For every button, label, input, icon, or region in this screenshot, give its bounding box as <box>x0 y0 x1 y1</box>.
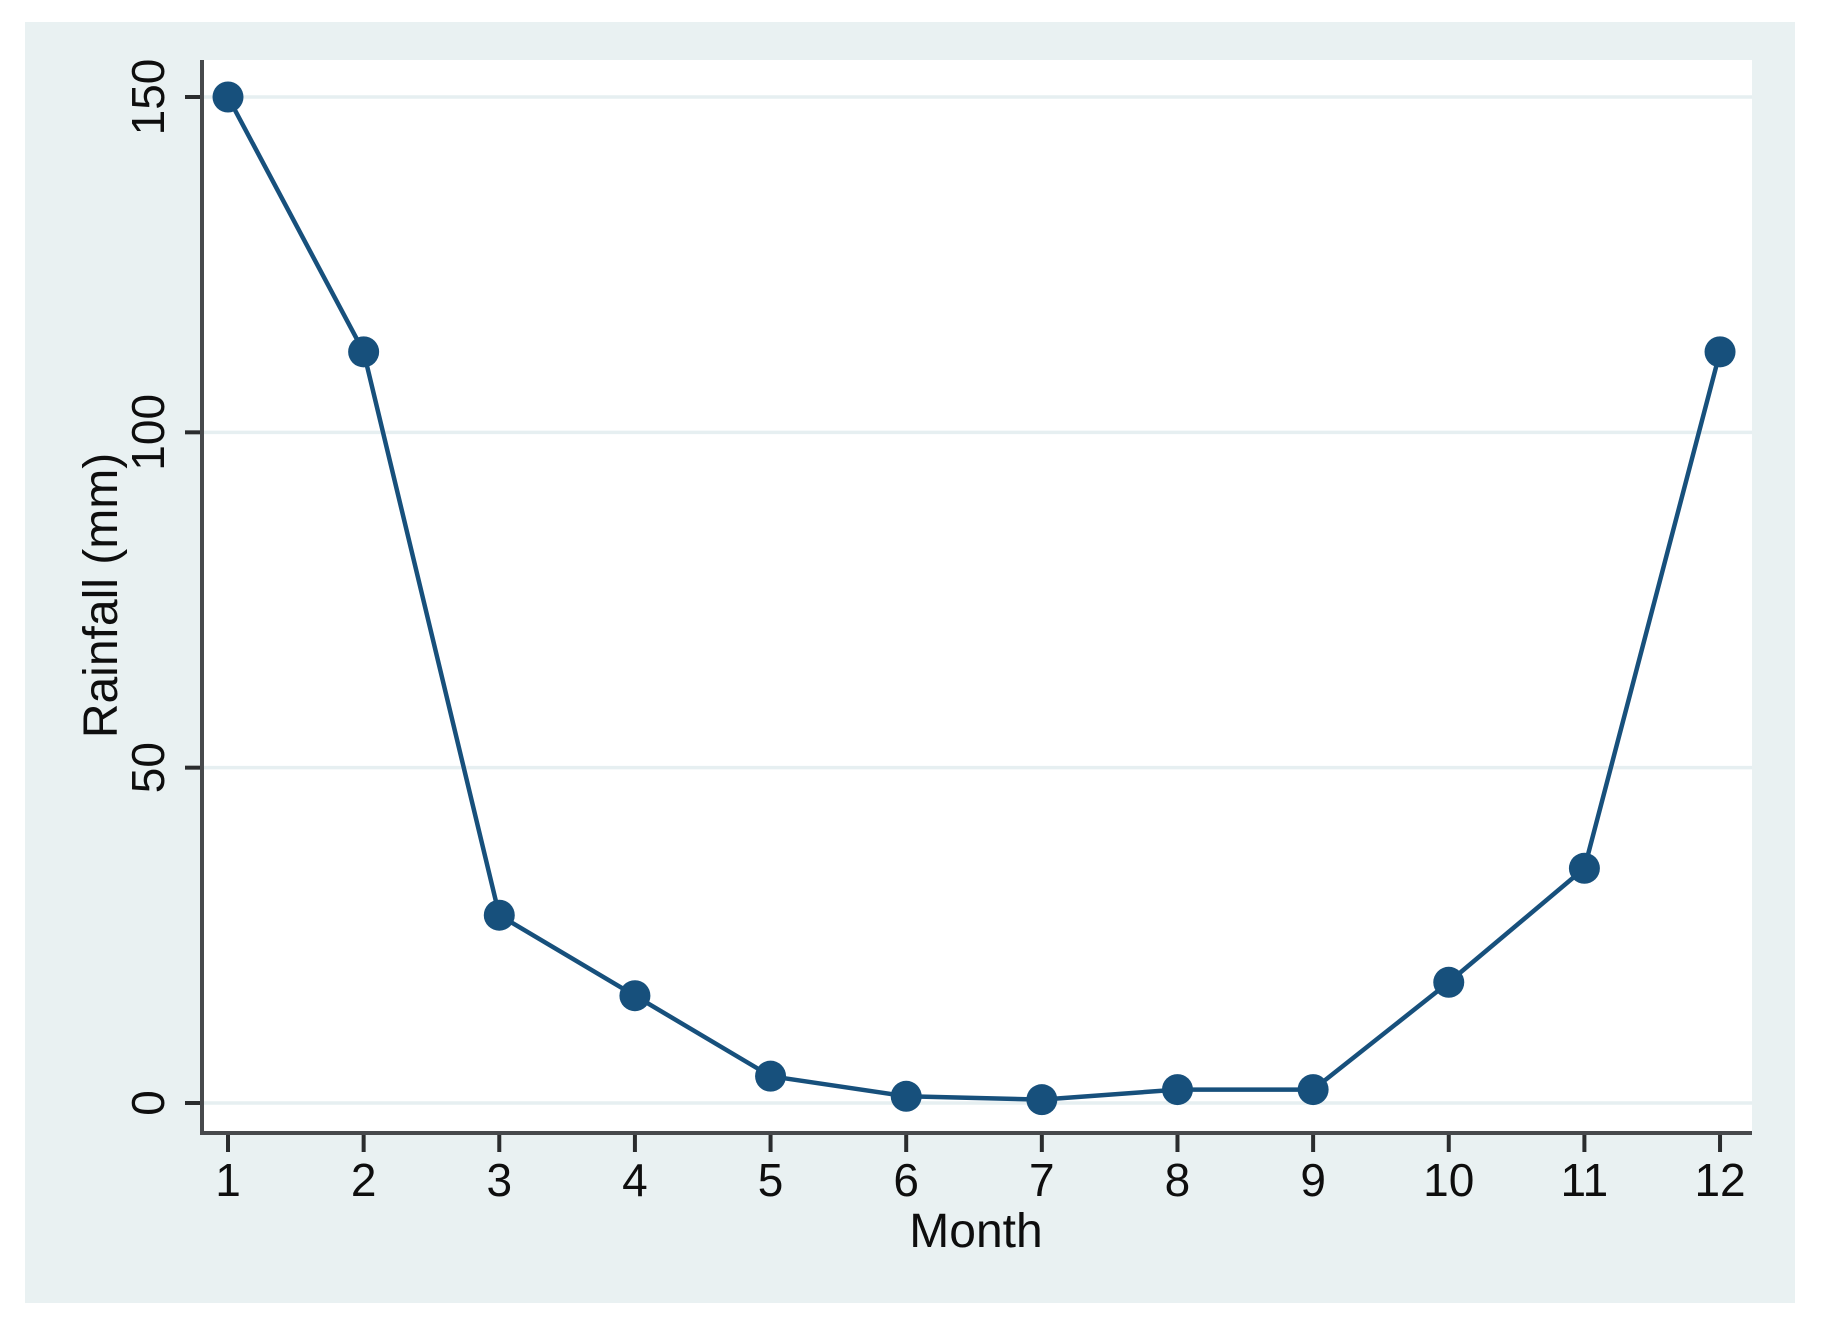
labels-layer: Month Rainfall (mm) <box>75 453 1043 1258</box>
x-tick-label-3: 3 <box>486 1154 512 1206</box>
data-point-month-10 <box>1433 966 1465 998</box>
y-axis-title: Rainfall (mm) <box>75 453 128 738</box>
data-point-month-8 <box>1161 1074 1193 1106</box>
data-point-month-7 <box>1026 1084 1058 1116</box>
x-tick-label-12: 12 <box>1694 1154 1745 1206</box>
x-tick-label-5: 5 <box>758 1154 784 1206</box>
x-tick-label-11: 11 <box>1561 1154 1609 1206</box>
y-tick-label-0: 0 <box>122 1090 174 1116</box>
x-tick-label-1: 1 <box>215 1154 241 1206</box>
x-tick-label-8: 8 <box>1165 1154 1191 1206</box>
y-tick-label-100: 100 <box>122 394 174 471</box>
plot-area <box>200 60 1752 1131</box>
x-tick-label-4: 4 <box>622 1154 648 1206</box>
data-point-month-1 <box>212 81 244 113</box>
gridline-layer <box>200 95 1752 1105</box>
rainfall-series-line <box>226 95 1723 1102</box>
data-point-month-3 <box>483 899 515 931</box>
series-layer <box>212 81 1736 1116</box>
data-point-month-9 <box>1297 1074 1329 1106</box>
chart-background-layer <box>25 22 1795 1303</box>
x-tick-label-6: 6 <box>893 1154 919 1206</box>
data-point-month-12 <box>1704 336 1736 368</box>
x-tick-label-7: 7 <box>1029 1154 1055 1206</box>
y-tick-label-150: 150 <box>122 59 174 136</box>
x-tick-label-10: 10 <box>1423 1154 1474 1206</box>
x-axis-title: Month <box>909 1205 1042 1258</box>
data-point-month-4 <box>619 980 651 1012</box>
data-point-month-11 <box>1568 852 1600 884</box>
x-tick-label-2: 2 <box>351 1154 377 1206</box>
data-point-month-6 <box>890 1080 922 1112</box>
data-point-month-5 <box>755 1060 787 1092</box>
y-tick-label-50: 50 <box>122 742 174 793</box>
x-tick-label-9: 9 <box>1300 1154 1326 1206</box>
data-point-month-2 <box>348 336 380 368</box>
